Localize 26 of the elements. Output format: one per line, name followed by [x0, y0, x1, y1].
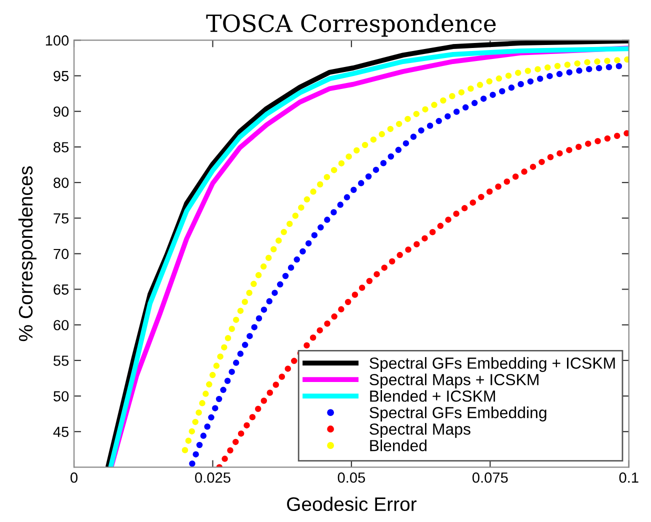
y-tick-label: 100 — [46, 35, 69, 46]
y-tick-label: 50 — [54, 391, 69, 402]
y-axis-title: % Correspondences — [18, 166, 36, 342]
y-tick-label: 80 — [54, 178, 69, 188]
x-tick-label: 0.025 — [195, 472, 230, 483]
x-tick-label: 0 — [70, 472, 78, 483]
y-tick-label: 45 — [53, 426, 69, 438]
legend-label: Spectral Maps + ICSKM — [370, 374, 538, 388]
legend-label: Blended — [370, 440, 426, 452]
legend-label: Spectral Maps — [370, 423, 470, 438]
y-tick-label: 95 — [54, 70, 69, 82]
y-tick-label: 85 — [54, 142, 69, 152]
x-tick-label: 0.05 — [338, 472, 366, 483]
x-tick-label: 0.075 — [472, 472, 508, 483]
y-tick-label: 75 — [54, 213, 69, 224]
legend-label: Spectral GFs Embedding + ICSKM — [370, 357, 615, 372]
chart-title: TOSCA Correspondence — [206, 14, 496, 37]
y-tick-label: 70 — [54, 248, 69, 260]
x-axis-title: Geodesic Error — [287, 496, 416, 512]
y-tick-label: 65 — [54, 284, 69, 295]
y-tick-label: 60 — [54, 320, 69, 330]
y-tick-label: 90 — [54, 106, 69, 117]
legend-label: Blended + ICSKM — [370, 390, 495, 402]
y-tick-label: 55 — [54, 356, 69, 366]
x-tick-label: 0.1 — [619, 472, 638, 483]
legend-label: Spectral GFs Embedding — [370, 406, 546, 422]
